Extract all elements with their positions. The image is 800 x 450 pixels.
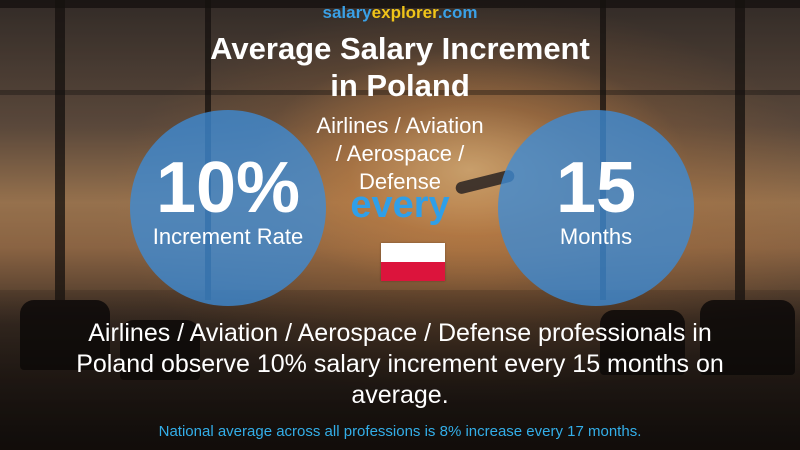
flag-red-stripe: [381, 262, 445, 281]
window-frame-right: [735, 0, 745, 300]
window-frame-bar: [0, 90, 800, 95]
flag-white-stripe: [381, 243, 445, 262]
poland-flag-icon: [381, 243, 445, 281]
window-frame-left: [55, 0, 65, 300]
period-label: Months: [559, 224, 633, 249]
summary-line-2: Poland observe 10% salary increment ever…: [76, 350, 724, 378]
summary-line-1: Airlines / Aviation / Aerospace / Defens…: [88, 319, 712, 347]
increment-rate-circle: 10% Increment Rate: [130, 110, 326, 306]
increment-rate-label: Increment Rate: [152, 224, 304, 249]
logo-part-explorer: explorer: [371, 3, 438, 22]
page-title: Average Salary Increment in Poland: [150, 30, 650, 104]
every-connector: every: [350, 184, 450, 226]
category-line-1: Airlines / Aviation: [316, 113, 484, 138]
category-line-3: Defense: [359, 169, 441, 194]
summary-line-3: average.: [351, 381, 449, 409]
site-logo[interactable]: salaryexplorer.com: [0, 3, 800, 23]
category-subtitle: Airlines / Aviation / Aerospace / Defens…: [290, 112, 510, 196]
chair-silhouette: [120, 320, 200, 380]
period-circle: 15 Months: [498, 110, 694, 306]
logo-part-salary: salary: [322, 3, 372, 22]
category-line-2: / Aerospace /: [335, 141, 465, 166]
national-average-footnote: National average across all professions …: [158, 423, 642, 440]
chair-silhouette: [20, 300, 110, 370]
summary-text: Airlines / Aviation / Aerospace / Defens…: [30, 318, 770, 411]
logo-part-domain: .com: [437, 3, 478, 22]
title-line-2: in Poland: [330, 68, 470, 103]
title-line-1: Average Salary Increment: [210, 31, 590, 66]
period-value: 15: [555, 148, 637, 228]
window-frame-top: [0, 0, 800, 8]
chair-silhouette: [600, 310, 685, 375]
chair-silhouette: [700, 300, 795, 375]
increment-rate-value: 10%: [155, 148, 301, 228]
